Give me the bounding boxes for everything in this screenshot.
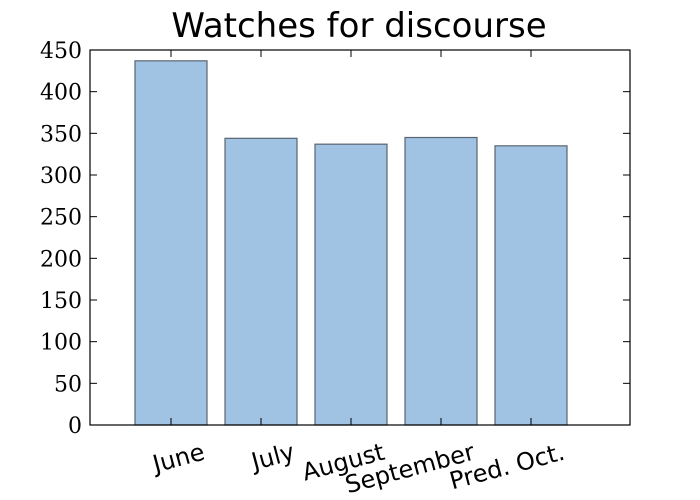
y-tick-label: 200 xyxy=(40,247,82,272)
y-tick-label: 350 xyxy=(40,122,82,147)
y-tick-label: 100 xyxy=(40,331,82,356)
y-tick-label: 50 xyxy=(54,372,82,397)
bars-group xyxy=(134,60,568,426)
y-tick-label: 300 xyxy=(40,164,82,189)
bar-june xyxy=(134,60,208,426)
y-tick-label: 250 xyxy=(40,206,82,231)
bar-september xyxy=(404,136,478,426)
y-axis: 0 50 100 150 200 250 300 350 400 450 xyxy=(40,39,630,439)
plot-frame xyxy=(89,49,631,426)
bar-july xyxy=(224,137,298,426)
y-tick-label: 400 xyxy=(40,81,82,106)
y-tick-label: 450 xyxy=(40,39,82,64)
chart-title: Watches for discourse xyxy=(171,6,547,46)
bar-august xyxy=(314,143,388,426)
y-tick-label: 150 xyxy=(40,289,82,314)
x-tick-label: June xyxy=(148,438,208,479)
x-tick-label: July xyxy=(247,438,298,477)
y-tick-label: 0 xyxy=(68,414,82,439)
bar-pred-oct xyxy=(494,145,568,426)
